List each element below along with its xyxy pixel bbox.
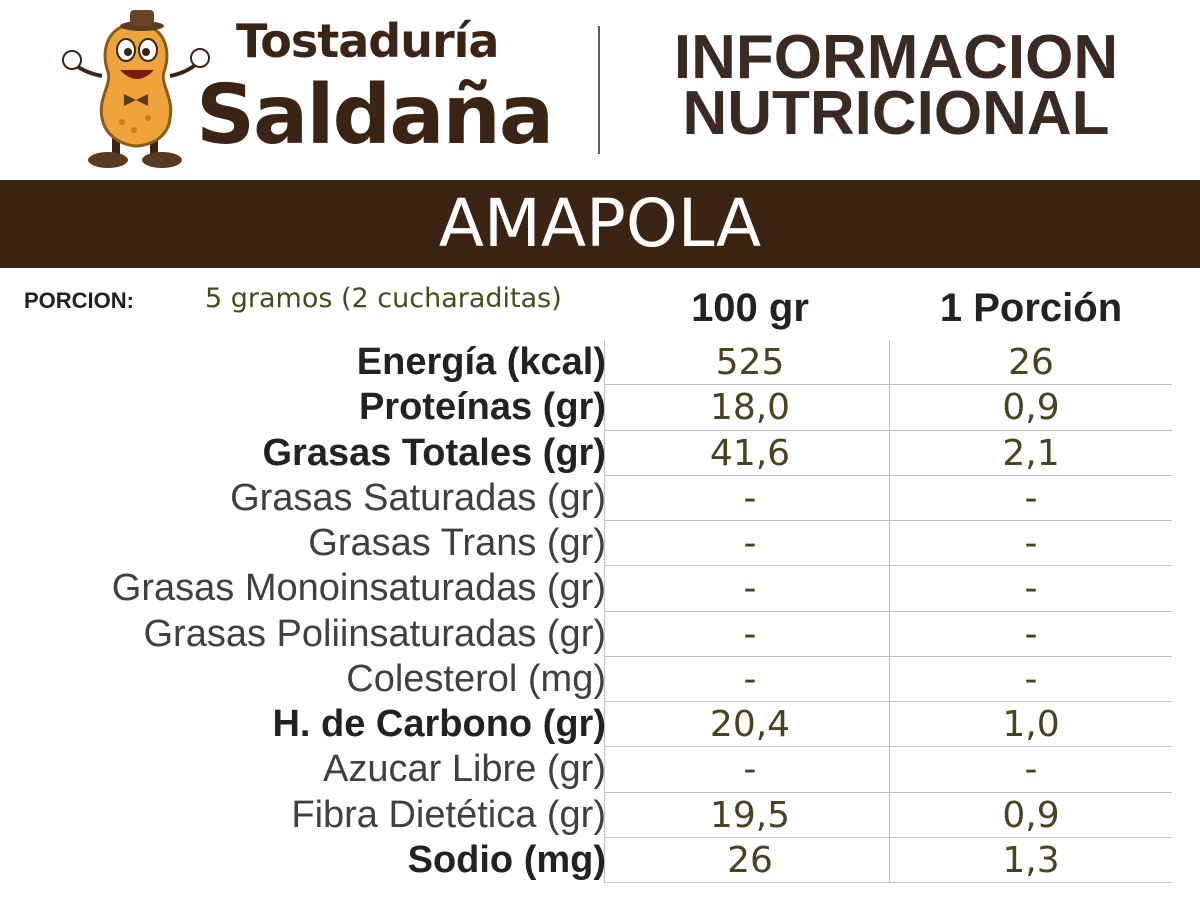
value-portion: 0,9	[1002, 794, 1060, 836]
column-header-100gr: 100 gr	[691, 286, 809, 330]
title-line1: INFORMACION	[673, 23, 1119, 92]
nutrient-label: Sodio (mg)	[407, 838, 606, 881]
value-portion: -	[1024, 749, 1038, 791]
product-name: AMAPOLA	[438, 185, 762, 262]
value-100gr: 525	[715, 342, 785, 383]
value-portion: 0,9	[1002, 387, 1060, 429]
table-row: Grasas Monoinsaturadas (gr) - -	[0, 566, 1200, 612]
table-row: Sodio (mg) 26 1,3	[0, 838, 1200, 883]
table-row: Grasas Saturadas (gr) - -	[0, 476, 1200, 521]
row-divider	[604, 384, 1172, 386]
brand-name-line2: Saldaña	[196, 68, 554, 163]
column-header-portion: 1 Porción	[939, 286, 1123, 330]
nutrient-label: H. de Carbono (gr)	[272, 703, 606, 745]
value-100gr: 41,6	[709, 432, 791, 474]
row-divider	[604, 610, 1172, 612]
value-portion: 2,1	[1002, 432, 1060, 474]
nutrient-label: Grasas Poliinsaturadas (gr)	[143, 612, 606, 655]
nutrient-label: Fibra Dietética (gr)	[291, 793, 606, 836]
value-100gr: 19,5	[709, 794, 791, 836]
row-divider	[604, 701, 1172, 702]
table-row: Azucar Libre (gr) - -	[0, 747, 1200, 793]
value-portion: -	[1024, 658, 1038, 700]
row-divider	[604, 565, 1172, 567]
value-portion: 1,3	[1002, 839, 1060, 881]
product-banner	[0, 180, 1200, 268]
nutrient-label: Grasas Trans (gr)	[308, 522, 606, 564]
table-row: Energía (kcal) 525 26	[0, 340, 1200, 386]
table-row: Colesterol (mg) - -	[0, 657, 1200, 702]
row-divider	[604, 791, 1172, 793]
nutrient-label: Grasas Monoinsaturadas (gr)	[111, 567, 606, 610]
value-100gr: -	[743, 568, 757, 610]
header-divider	[598, 26, 600, 154]
page-title: INFORMACION NUTRICIONAL	[606, 23, 1186, 148]
header: Tostaduría Saldaña INFORMACION NUTRICION…	[0, 0, 1200, 180]
nutrition-table: Energía (kcal) 525 26 Proteínas (gr) 18,0 0,9…	[0, 340, 1200, 883]
row-divider	[604, 520, 1172, 521]
row-divider	[604, 429, 1172, 431]
value-100gr: -	[743, 613, 757, 655]
row-divider	[604, 746, 1172, 748]
table-row: Grasas Trans (gr) - -	[0, 521, 1200, 567]
portion-label: PORCION:	[24, 288, 134, 313]
value-portion: -	[1024, 523, 1038, 564]
value-100gr: -	[743, 749, 757, 791]
value-portion: -	[1024, 477, 1038, 519]
table-row: Grasas Poliinsaturadas (gr) - -	[0, 612, 1200, 657]
brand-name-line1: Tostaduría	[236, 14, 499, 68]
title-line2: NUTRICIONAL	[682, 79, 1110, 148]
value-100gr: -	[743, 523, 757, 564]
row-divider	[604, 474, 1172, 476]
portion-value: 5 gramos (2 cucharaditas)	[205, 283, 562, 314]
nutrient-label: Grasas Totales (gr)	[262, 431, 606, 474]
nutrient-label: Colesterol (mg)	[346, 657, 606, 700]
value-100gr: 18,0	[709, 387, 791, 429]
value-100gr: 20,4	[709, 704, 791, 745]
table-row: Fibra Dietética (gr) 19,5 0,9	[0, 793, 1200, 838]
value-100gr: -	[743, 477, 757, 519]
row-divider	[604, 882, 1172, 883]
value-portion: -	[1024, 613, 1038, 655]
nutrient-label: Azucar Libre (gr)	[323, 748, 606, 791]
nutrient-label: Grasas Saturadas (gr)	[230, 476, 606, 519]
nutrient-label: Proteínas (gr)	[358, 386, 606, 429]
value-100gr: -	[743, 658, 757, 700]
value-portion: 1,0	[1002, 704, 1060, 745]
row-divider	[604, 836, 1172, 838]
table-row: H. de Carbono (gr) 20,4 1,0	[0, 702, 1200, 748]
table-row: Grasas Totales (gr) 41,6 2,1	[0, 431, 1200, 476]
value-100gr: 26	[727, 839, 773, 881]
peanut-mascot-logo	[62, 10, 210, 168]
value-portion: 26	[1008, 342, 1054, 383]
table-row: Proteínas (gr) 18,0 0,9	[0, 385, 1200, 431]
nutrient-label: Energía (kcal)	[356, 341, 606, 383]
value-portion: -	[1024, 568, 1038, 610]
row-divider	[604, 655, 1172, 657]
